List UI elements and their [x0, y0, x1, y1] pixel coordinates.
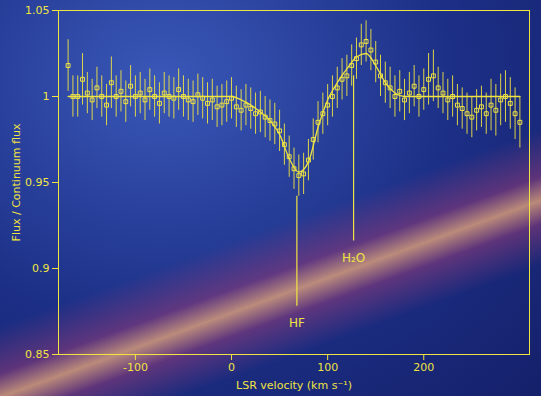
svg-text:HF: HF	[289, 316, 305, 330]
svg-text:LSR velocity (km s⁻¹): LSR velocity (km s⁻¹)	[236, 379, 352, 392]
svg-text:1: 1	[43, 90, 50, 103]
svg-text:0.95: 0.95	[25, 176, 50, 189]
svg-text:Flux / Continuum flux: Flux / Continuum flux	[10, 123, 23, 241]
svg-text:0: 0	[228, 361, 235, 374]
svg-text:200: 200	[413, 361, 434, 374]
svg-text:0.9: 0.9	[32, 262, 50, 275]
svg-text:H₂O: H₂O	[342, 251, 365, 265]
svg-text:-100: -100	[123, 361, 148, 374]
svg-text:1.05: 1.05	[25, 4, 50, 17]
svg-text:0.85: 0.85	[25, 348, 50, 361]
svg-text:100: 100	[317, 361, 338, 374]
